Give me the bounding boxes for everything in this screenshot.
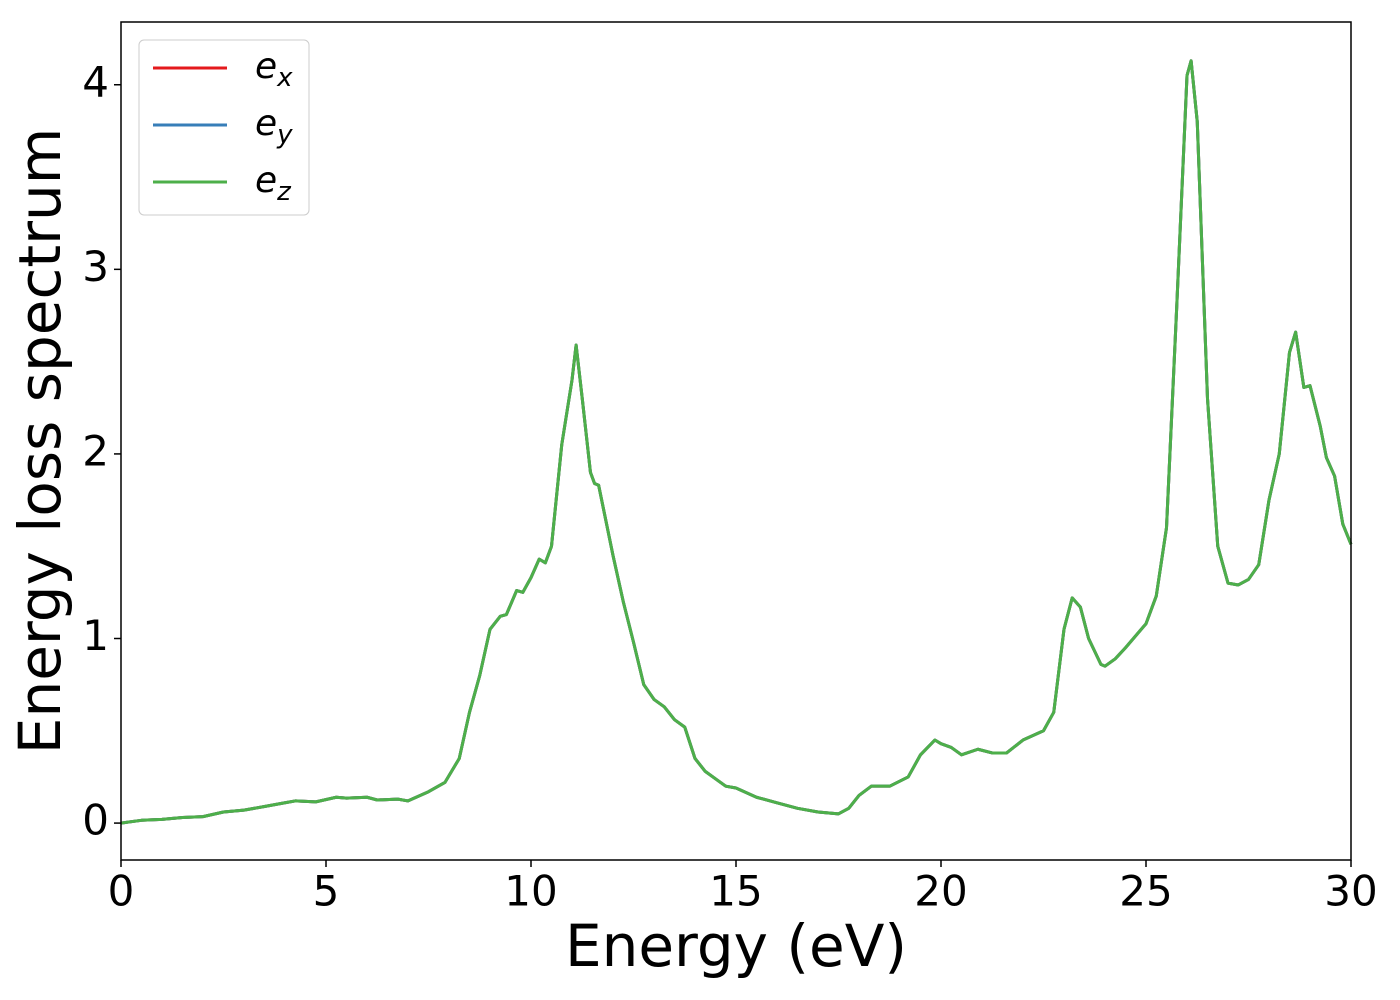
x-tick-label: 10	[504, 867, 557, 916]
x-tick-label: 30	[1324, 867, 1377, 916]
x-tick-label: 20	[914, 867, 967, 916]
series-line	[120, 59, 1353, 825]
legend-box	[138, 39, 310, 216]
y-tick-label: 2	[82, 426, 109, 475]
plot-frame	[120, 21, 1352, 861]
y-tick-label: 0	[82, 796, 109, 845]
y-axis-label: Energy loss spectrum	[6, 128, 74, 754]
x-tick-label: 15	[709, 867, 762, 916]
x-axis-label: Energy (eV)	[565, 912, 907, 980]
legend-label: ez	[255, 160, 292, 207]
x-tick-label: 5	[313, 867, 340, 916]
legend-label: ex	[255, 46, 293, 93]
y-tick-label: 3	[82, 242, 109, 291]
legend-label: ey	[255, 103, 293, 150]
y-tick-label: 1	[82, 611, 109, 660]
y-tick-label: 4	[82, 57, 109, 106]
x-tick-label: 0	[108, 867, 135, 916]
x-tick-label: 25	[1119, 867, 1172, 916]
